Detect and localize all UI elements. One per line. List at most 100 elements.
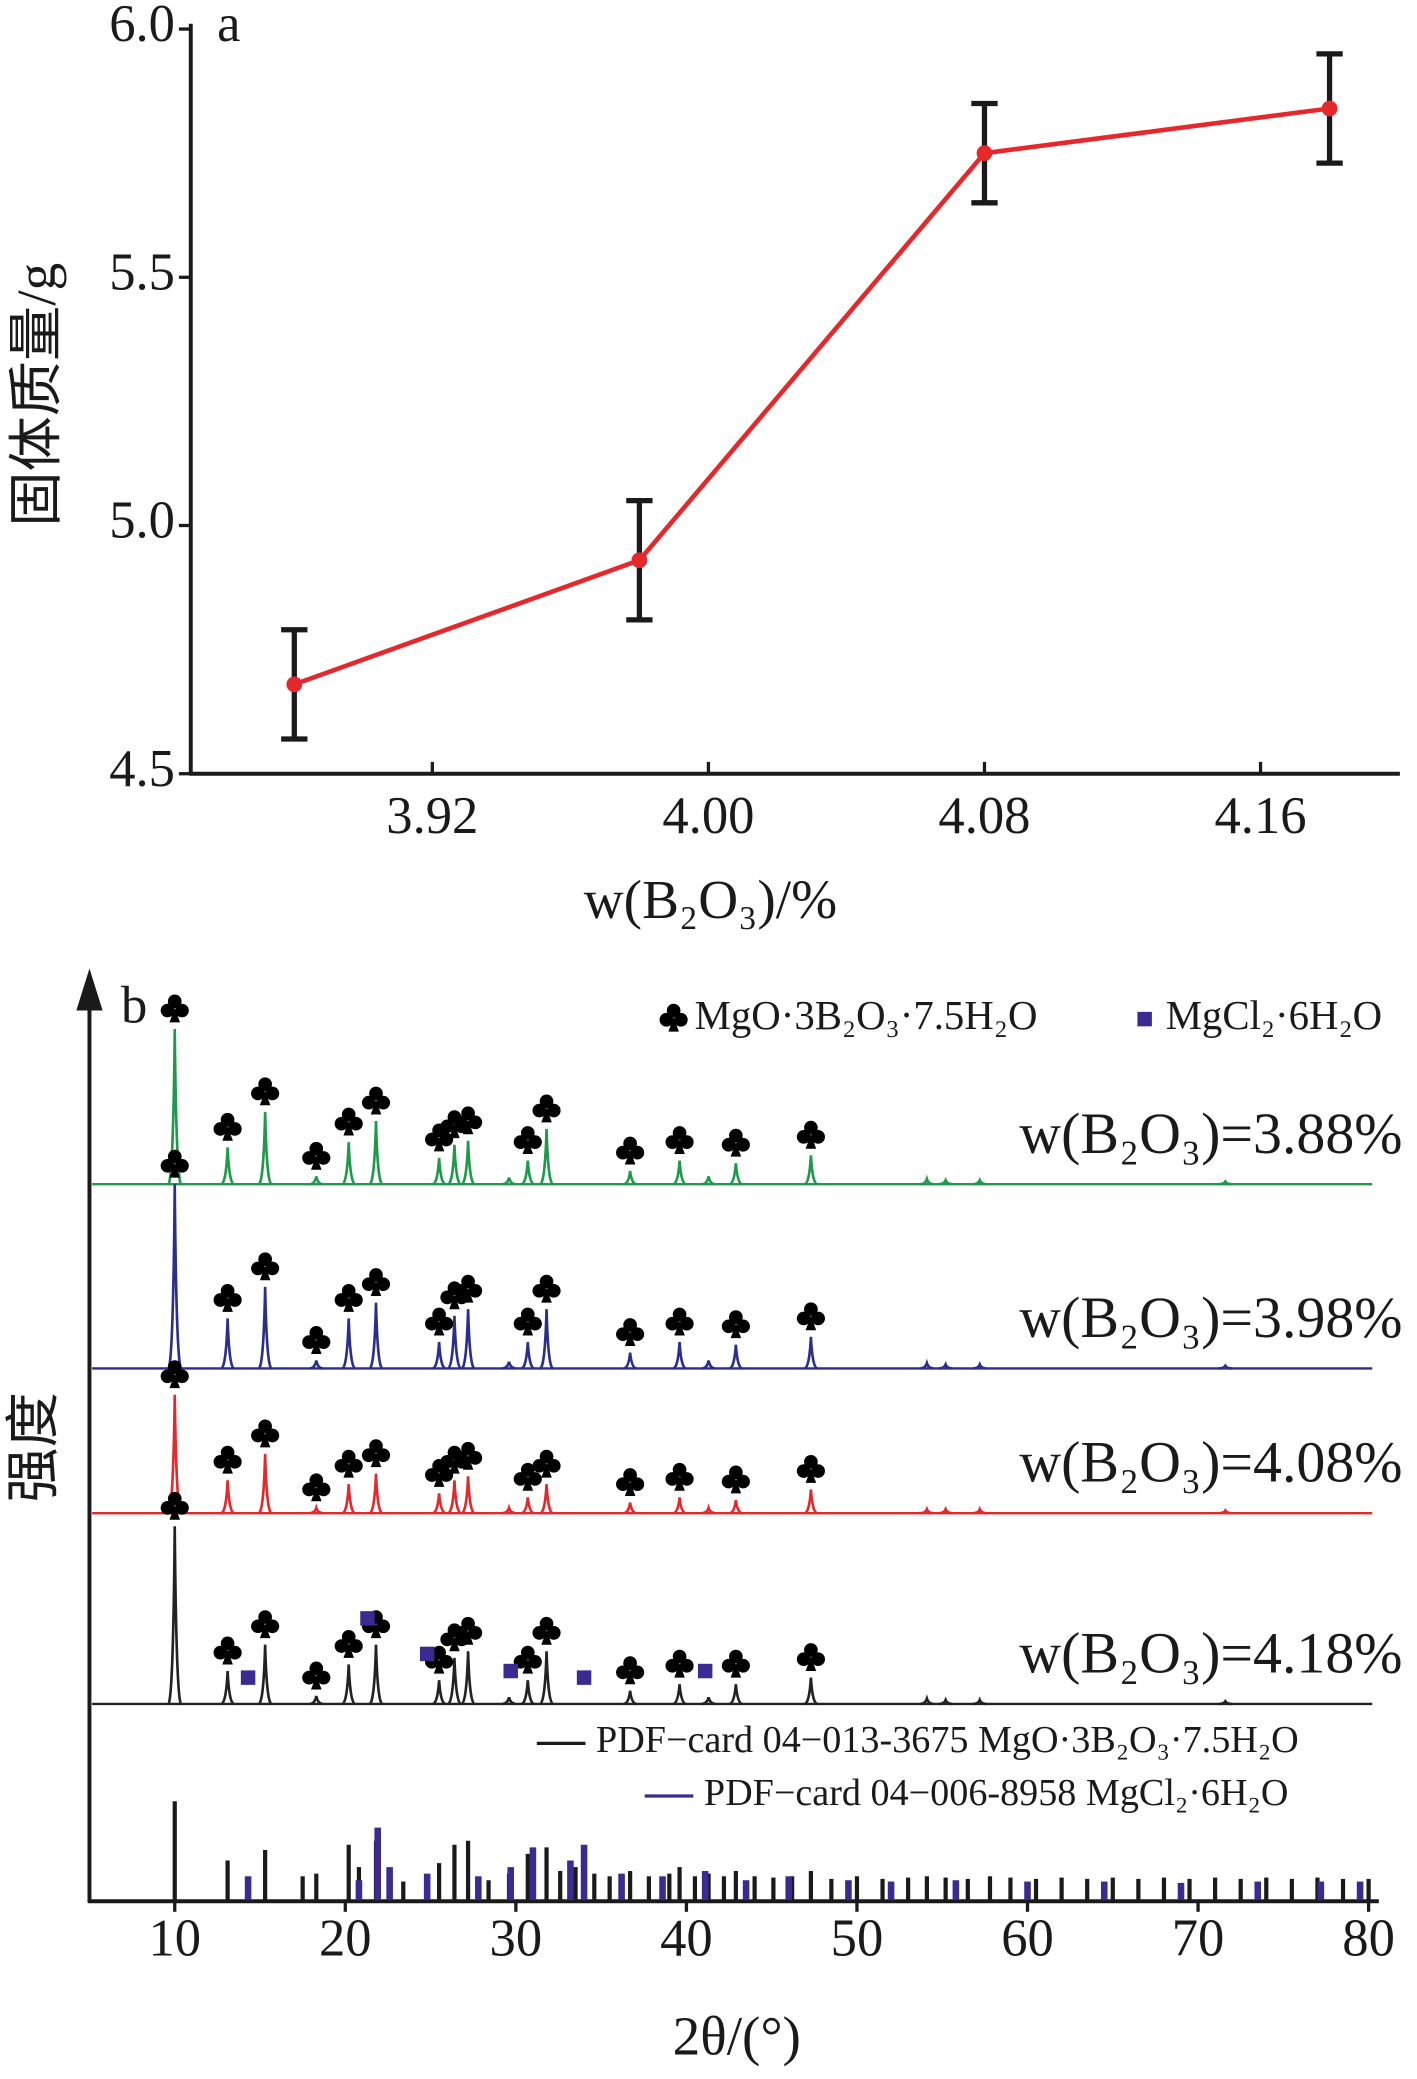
- club-leaf: [804, 1302, 818, 1317]
- club-leaf: [228, 1454, 242, 1469]
- square-symbol: [503, 1663, 518, 1679]
- club-leaf: [432, 1645, 446, 1660]
- diffraction-peak: [973, 1505, 987, 1515]
- x-tick-label: 40: [660, 1909, 713, 1967]
- diffraction-peak: [368, 1302, 384, 1370]
- x-tick-label: 30: [490, 1909, 543, 1967]
- club-stem: [449, 1459, 460, 1474]
- club-stem: [449, 1123, 460, 1139]
- club-leaf: [220, 1112, 235, 1127]
- diffraction-peak: [539, 1651, 554, 1706]
- club-stem: [433, 1321, 445, 1336]
- club-stem: [433, 1136, 445, 1152]
- club-stem: [259, 1090, 271, 1106]
- club-leaf: [258, 1610, 272, 1624]
- x-tick-label: 80: [1342, 1909, 1395, 1967]
- club-marker: [160, 1360, 189, 1389]
- club-leaf: [539, 1274, 554, 1289]
- club-leaf: [454, 1626, 468, 1640]
- diffraction-peak: [257, 1111, 274, 1186]
- club-leaf: [439, 1654, 454, 1669]
- club-leaf: [160, 1501, 175, 1515]
- club-leaf: [532, 1283, 547, 1298]
- club-leaf: [623, 1318, 637, 1332]
- club-leaf: [532, 1103, 547, 1118]
- club-leaf: [721, 1474, 736, 1489]
- club-stem: [522, 1476, 534, 1491]
- club-leaf: [361, 1448, 376, 1463]
- x-tick-label: 50: [831, 1909, 884, 1967]
- club-stem: [222, 1459, 233, 1474]
- club-stem: [343, 1463, 354, 1478]
- club-leaf: [674, 1012, 688, 1027]
- diffraction-peak: [672, 1160, 687, 1186]
- club-marker: [532, 1274, 561, 1303]
- diffraction-peak: [623, 1352, 637, 1370]
- data-point: [286, 676, 303, 693]
- x-tick-label: 20: [319, 1909, 372, 1967]
- club-marker: [251, 1077, 280, 1106]
- club-leaf: [672, 1307, 687, 1322]
- diffraction-peak: [920, 1174, 934, 1186]
- club-leaf: [369, 1439, 383, 1453]
- x-tick-label: 4.16: [1215, 787, 1307, 845]
- club-leaf: [665, 1658, 680, 1673]
- club-leaf: [630, 1327, 645, 1342]
- club-leaf: [616, 1327, 630, 1342]
- x-tick-label: 70: [1172, 1909, 1225, 1967]
- club-stem: [343, 1121, 354, 1136]
- diffraction-peak: [939, 1176, 953, 1186]
- diffraction-peak: [368, 1121, 384, 1186]
- club-stem: [311, 1339, 322, 1354]
- club-stem: [805, 1468, 817, 1483]
- club-leaf: [302, 1335, 316, 1349]
- square-symbol: [419, 1646, 435, 1662]
- club-leaf: [461, 1274, 475, 1289]
- diffraction-peak: [368, 1473, 384, 1515]
- club-leaf: [439, 1468, 454, 1482]
- club-leaf: [175, 1003, 189, 1018]
- club-stem: [370, 1100, 382, 1115]
- club-leaf: [623, 1136, 637, 1151]
- club-leaf: [302, 1151, 316, 1165]
- club-leaf: [665, 1135, 680, 1149]
- diffraction-peak: [538, 1309, 555, 1370]
- y-axis-label: 强度: [3, 1392, 64, 1503]
- diffraction-peak: [166, 1526, 183, 1706]
- data-point: [631, 552, 648, 569]
- square-marker: [697, 1663, 713, 1679]
- club-leaf: [341, 1449, 356, 1464]
- club-leaf: [251, 1261, 265, 1276]
- club-marker: [213, 1445, 242, 1474]
- diffraction-peak: [539, 1484, 554, 1515]
- club-marker: [361, 1439, 391, 1468]
- club-leaf: [265, 1619, 280, 1634]
- club-leaf: [439, 1132, 454, 1147]
- club-marker: [796, 1120, 825, 1149]
- club-leaf: [167, 1149, 182, 1164]
- club-leaf: [213, 1454, 228, 1469]
- club-leaf: [228, 1293, 242, 1307]
- diffraction-peak: [939, 1360, 953, 1370]
- diffraction-peak: [460, 1309, 476, 1370]
- club-leaf: [616, 1145, 630, 1160]
- club-stem: [541, 1630, 552, 1645]
- diffraction-peak: [520, 1160, 535, 1186]
- club-leaf: [316, 1670, 331, 1685]
- club-leaf: [811, 1464, 825, 1478]
- diffraction-peak: [341, 1484, 356, 1515]
- club-stem: [222, 1126, 233, 1141]
- square-marker: [419, 1646, 435, 1662]
- club-leaf: [228, 1122, 242, 1136]
- club-stem: [462, 1119, 474, 1135]
- y-tick-label: 4.5: [109, 740, 175, 798]
- club-leaf: [213, 1122, 228, 1136]
- club-marker: [361, 1268, 391, 1297]
- club-marker: [160, 994, 189, 1023]
- club-marker: [796, 1302, 825, 1331]
- club-leaf: [309, 1473, 324, 1488]
- club-marker: [532, 1094, 561, 1123]
- club-stem: [522, 1659, 534, 1674]
- club-leaf: [679, 1316, 694, 1331]
- club-leaf: [461, 1616, 475, 1631]
